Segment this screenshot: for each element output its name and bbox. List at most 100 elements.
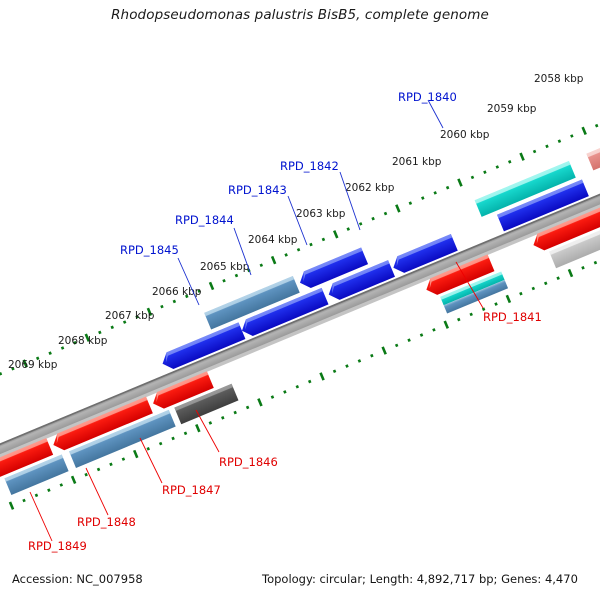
gene-feature[interactable] (239, 287, 329, 339)
gene-label-rpd1843[interactable]: RPD_1843 (228, 183, 287, 197)
axis-tick-label: 2067 kbp (105, 310, 155, 322)
scale-minor-dot (481, 307, 486, 311)
gene-label-rpd1841[interactable]: RPD_1841 (483, 310, 542, 324)
axis-tick-label: 2066 kbp (152, 286, 202, 298)
gene-feature[interactable] (50, 396, 153, 454)
scale-minor-dot (432, 328, 436, 332)
scale-minor-dot (160, 304, 164, 309)
scale-minor-dot (556, 276, 560, 280)
gene-label-rpd1845[interactable]: RPD_1845 (120, 243, 179, 257)
accession-text: Accession: NC_007958 (12, 572, 143, 586)
gene-label-rpd1844[interactable]: RPD_1844 (175, 213, 234, 227)
scale-line-upper (0, 123, 599, 376)
gene-feature[interactable] (4, 454, 69, 495)
genome-stats-text: Topology: circular; Length: 4,892,717 bp… (262, 572, 578, 586)
gene-feature[interactable] (586, 126, 600, 171)
scale-minor-dot (22, 498, 26, 503)
leader-line-rpd1840 (427, 99, 444, 129)
scale-minor-dot (483, 170, 487, 174)
gene-feature[interactable] (174, 383, 239, 425)
axis-tick-label: 2063 kbp (296, 208, 346, 220)
scale-minor-dot (270, 395, 275, 399)
gene-feature[interactable] (474, 161, 576, 217)
scale-minor-dot (48, 351, 52, 355)
gene-feature[interactable] (497, 179, 589, 232)
gene-feature[interactable] (549, 214, 600, 269)
scale-minor-dot (394, 343, 399, 348)
scale-minor-dot (419, 333, 424, 337)
scale-minor-dot (594, 123, 599, 128)
gene-label-rpd1848[interactable]: RPD_1848 (77, 515, 136, 529)
axis-tick-label: 2059 kbp (487, 103, 537, 115)
scale-minor-dot (34, 493, 39, 498)
gene-feature[interactable] (150, 371, 214, 411)
scale-minor-dot (197, 289, 201, 293)
scale-minor-dot (519, 291, 523, 296)
scale-minor-dot (445, 185, 450, 190)
scale-minor-dot (421, 196, 425, 200)
axis-tick-labels: 2069 kbp 2068 kbp 2067 kbp 2066 kbp 2065… (8, 73, 584, 371)
scale-minor-dot (407, 338, 411, 343)
scale-major-tick (457, 178, 463, 187)
scale-minor-dot (146, 447, 150, 451)
gene-feature[interactable] (297, 247, 369, 292)
scale-minor-dot (96, 467, 101, 472)
scale-minor-dot (543, 281, 548, 286)
scale-major-tick (84, 333, 91, 342)
scale-minor-dot (531, 286, 536, 291)
gene-feature[interactable] (159, 322, 246, 372)
scale-minor-dot (245, 405, 250, 410)
scale-major-tick (132, 449, 139, 459)
scale-minor-dot (222, 278, 226, 283)
gene-feature[interactable] (204, 275, 300, 330)
gene-feature[interactable] (325, 260, 395, 303)
scale-minor-dot (296, 247, 301, 252)
scale-minor-dot (121, 457, 126, 461)
scale-minor-dot (171, 436, 175, 441)
gene-feature[interactable] (423, 254, 495, 298)
scale-minor-dot (185, 294, 189, 299)
scale-minor-dot (494, 302, 498, 306)
scale-major-tick (567, 268, 574, 278)
scale-minor-dot (532, 149, 537, 154)
axis-top-edge (0, 167, 600, 462)
gene-label-rpd1846[interactable]: RPD_1846 (219, 455, 278, 469)
gene-feature[interactable] (530, 199, 600, 253)
leader-line-rpd1848 (85, 467, 109, 516)
scale-minor-dot (183, 431, 188, 436)
genome-axis-backbone[interactable] (0, 167, 600, 470)
scale-minor-dot (346, 227, 350, 231)
gene-label-rpd1847[interactable]: RPD_1847 (162, 483, 221, 497)
axis-shadow (0, 176, 600, 473)
leader-line-rpd1847 (139, 437, 163, 484)
gene-feature[interactable] (0, 438, 54, 484)
gene-feature[interactable] (69, 409, 176, 469)
leader-line-rpd1841 (455, 261, 484, 309)
scale-minor-dot (408, 201, 413, 206)
scale-minor-dot (371, 216, 375, 221)
scale-minor-dot (345, 364, 349, 368)
scale-minor-dot (309, 242, 313, 247)
gene-feature[interactable] (390, 234, 458, 276)
axis-tick-label: 2064 kbp (248, 234, 298, 246)
scale-major-tick (319, 372, 325, 381)
scale-major-tick (22, 359, 28, 368)
scale-minor-dot (284, 253, 288, 257)
scale-line-lower (8, 260, 598, 510)
gene-label-rpd1840[interactable]: RPD_1840 (398, 90, 457, 104)
axis-tick-label: 2065 kbp (200, 261, 250, 273)
gene-label-rpd1842[interactable]: RPD_1842 (280, 159, 339, 173)
scale-minor-dot (495, 165, 500, 169)
scale-minor-dot (110, 325, 114, 330)
scale-major-tick (443, 320, 450, 329)
gene-label-rpd1849[interactable]: RPD_1849 (28, 539, 87, 553)
axis-tick-label: 2068 kbp (58, 335, 108, 347)
gene-labels: RPD_1840 RPD_1841 RPD_1842 RPD_1843 RPD_… (28, 90, 542, 553)
scale-minor-dot (47, 488, 51, 492)
axis-tick-label: 2062 kbp (345, 182, 395, 194)
scale-minor-dot (233, 410, 237, 415)
scale-minor-dot (321, 237, 326, 242)
scale-minor-dot (98, 330, 102, 335)
